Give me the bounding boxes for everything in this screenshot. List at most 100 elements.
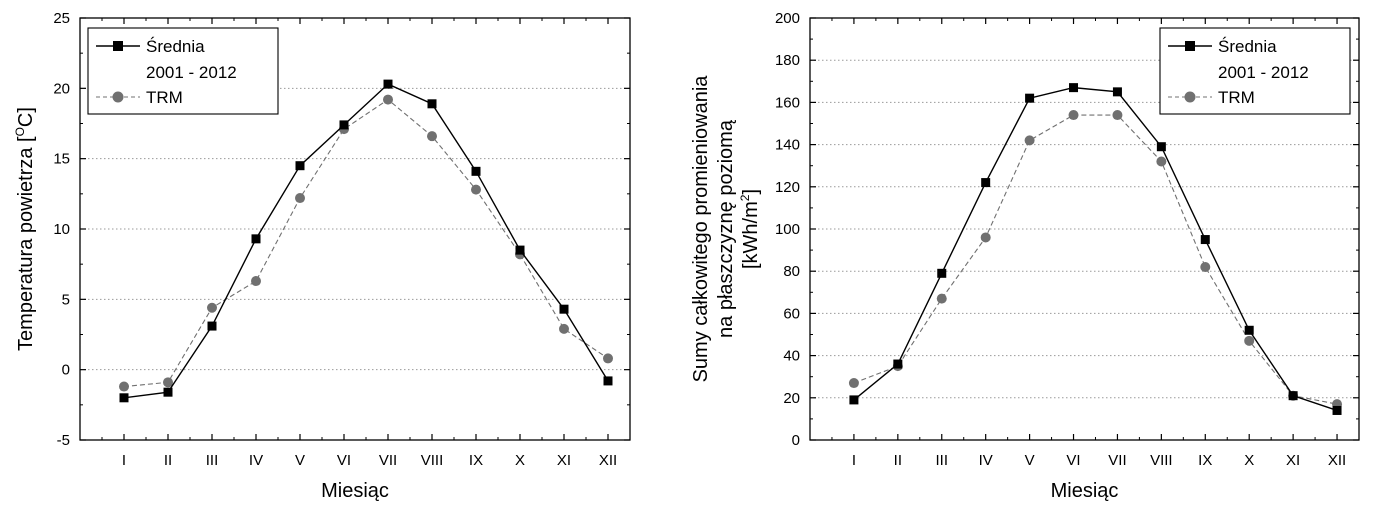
y-tick-label: 200 xyxy=(775,10,800,27)
point-srednia xyxy=(383,79,393,89)
x-tick-label: VIII xyxy=(1150,452,1173,469)
point-srednia xyxy=(1112,87,1122,97)
y-axis-label-line3: [kWh/m2] xyxy=(738,189,762,269)
point-trm xyxy=(559,323,569,334)
x-tick-label: XI xyxy=(557,452,571,469)
y-tick-label: 40 xyxy=(783,348,800,365)
y-axis-label: Temperatura powietrza [OC] xyxy=(13,107,37,351)
y-tick-label: 20 xyxy=(783,390,800,407)
y-tick-label: 5 xyxy=(62,291,70,308)
legend-label-trm: TRM xyxy=(1218,88,1255,107)
x-tick-label: V xyxy=(295,452,305,469)
point-trm xyxy=(980,232,991,243)
x-tick-label: VIII xyxy=(421,452,444,469)
x-tick-label: IX xyxy=(1198,452,1212,469)
point-srednia xyxy=(1288,391,1298,401)
point-trm xyxy=(1068,110,1079,121)
point-srednia xyxy=(163,387,173,397)
legend-label-period: 2001 - 2012 xyxy=(1218,63,1309,82)
point-srednia xyxy=(251,234,261,244)
radiation-chart: 0 20 40 60 80 100 120 140 160 180 200 I II III IV V VI VI… xyxy=(689,0,1378,511)
point-srednia xyxy=(515,245,525,255)
x-tick-label: I xyxy=(122,452,126,469)
temperature-chart: -5 0 5 10 15 20 25 I II III IV V VI VII VIII IX X XI XII Mi… xyxy=(0,0,689,511)
x-tick-label: VI xyxy=(337,452,351,469)
point-trm xyxy=(603,353,613,364)
series-trm-line xyxy=(853,114,1338,405)
point-srednia xyxy=(893,359,903,369)
y-tick-label: 0 xyxy=(792,432,800,449)
point-srednia xyxy=(207,321,217,331)
y-tick-label: 15 xyxy=(53,151,70,168)
point-trm xyxy=(1200,261,1211,272)
x-axis-label: Miesiąc xyxy=(321,480,389,502)
point-srednia xyxy=(849,395,859,405)
point-trm xyxy=(1024,135,1035,146)
y-axis-label-line1: Sumy całkowitego promieniowania xyxy=(690,75,712,383)
legend-label-srednia: Średnia xyxy=(1218,37,1277,56)
series-srednia-line xyxy=(123,83,609,399)
point-trm xyxy=(471,184,481,195)
point-srednia xyxy=(981,178,991,188)
point-trm xyxy=(383,94,393,105)
point-trm xyxy=(295,193,305,204)
point-trm xyxy=(163,377,173,388)
x-tick-label: VII xyxy=(379,452,397,469)
legend-label-period: 2001 - 2012 xyxy=(146,63,237,82)
x-tick-label: X xyxy=(1244,452,1254,469)
point-trm xyxy=(207,302,217,313)
x-tick-label: VII xyxy=(1108,452,1126,469)
point-srednia xyxy=(295,161,305,171)
point-trm xyxy=(848,378,859,389)
x-tick-label: IV xyxy=(979,452,993,469)
y-tick-label: 10 xyxy=(53,221,70,238)
y-tick-label: 25 xyxy=(53,10,70,27)
x-tick-label: V xyxy=(1025,452,1035,469)
y-tick-label: 120 xyxy=(775,179,800,196)
series-srednia-line xyxy=(853,86,1338,412)
point-srednia xyxy=(559,304,569,314)
point-trm xyxy=(119,381,129,392)
point-srednia xyxy=(1244,325,1254,335)
point-srednia xyxy=(471,166,481,176)
point-trm xyxy=(936,293,947,304)
y-tick-label: 160 xyxy=(775,94,800,111)
x-tick-label: II xyxy=(894,452,902,469)
point-srednia xyxy=(1332,405,1342,415)
x-tick-label: III xyxy=(936,452,949,469)
point-trm xyxy=(1156,156,1167,167)
y-tick-label: 180 xyxy=(775,52,800,69)
y-axis-label-line2: na płaszczyznę poziomą xyxy=(715,119,737,338)
point-srednia xyxy=(937,268,947,278)
legend-trm-marker xyxy=(112,91,124,103)
x-tick-label: XII xyxy=(1328,452,1346,469)
legend-srednia-marker xyxy=(113,41,123,51)
y-tick-label: 80 xyxy=(783,263,800,280)
point-srednia xyxy=(603,376,613,386)
x-tick-label: IV xyxy=(249,452,263,469)
y-tick-label: 140 xyxy=(775,137,800,154)
point-srednia xyxy=(427,99,437,109)
y-tick-label: 20 xyxy=(53,80,70,97)
x-tick-label: X xyxy=(515,452,525,469)
point-trm xyxy=(251,276,261,287)
x-axis-label: Miesiąc xyxy=(1051,480,1119,502)
y-tick-label: 0 xyxy=(62,362,70,379)
legend-label-trm: TRM xyxy=(146,88,183,107)
y-tick-label: 100 xyxy=(775,221,800,238)
point-srednia xyxy=(1025,93,1035,103)
x-tick-label: I xyxy=(852,452,856,469)
point-srednia xyxy=(1200,235,1210,245)
point-srednia xyxy=(119,393,129,403)
y-tick-label: 60 xyxy=(783,305,800,322)
x-tick-label: II xyxy=(164,452,172,469)
y-tick-label: -5 xyxy=(57,432,70,449)
point-trm xyxy=(427,131,437,142)
x-tick-label: IX xyxy=(469,452,483,469)
point-trm xyxy=(1112,110,1123,121)
point-trm xyxy=(1244,335,1255,346)
x-tick-label: VI xyxy=(1066,452,1080,469)
legend-label-srednia: Średnia xyxy=(146,37,205,56)
